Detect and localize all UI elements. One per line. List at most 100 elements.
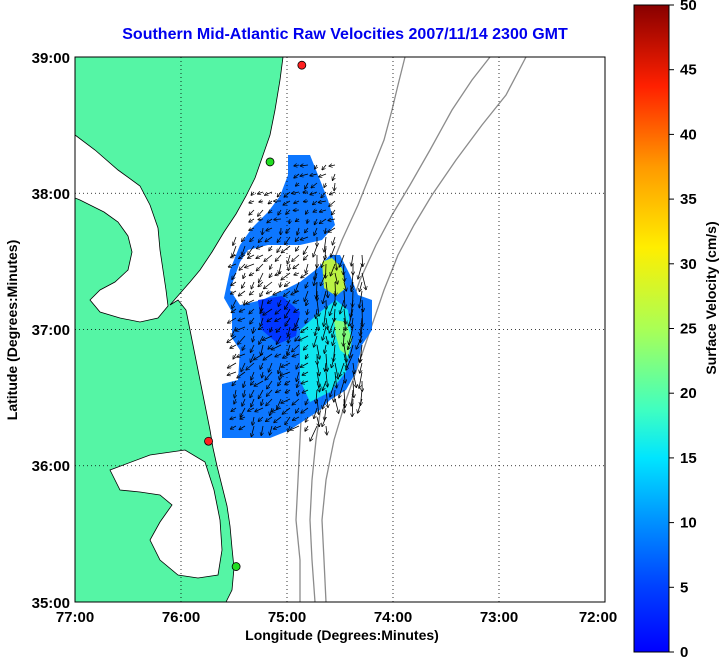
velocity-arrow xyxy=(296,245,300,251)
velocity-arrow xyxy=(331,353,336,367)
velocity-arrow xyxy=(289,218,290,223)
velocity-arrow xyxy=(316,281,317,298)
velocity-arrow xyxy=(267,389,273,396)
velocity-arrow xyxy=(294,308,300,312)
velocity-arrow xyxy=(243,380,245,387)
velocity-arrow xyxy=(229,263,237,267)
velocity-arrow xyxy=(291,290,300,295)
velocity-arrow xyxy=(313,210,318,212)
velocity-arrow xyxy=(249,201,255,203)
velocity-arrow xyxy=(304,245,309,254)
velocity-arrow xyxy=(321,254,327,267)
velocity-arrow xyxy=(344,281,346,291)
velocity-arrow xyxy=(306,353,308,359)
velocity-arrow xyxy=(253,326,254,333)
colorbar-tick-label: 25 xyxy=(680,321,697,338)
colorbar: 0 5 10 15 20 25 30 35 40 45 50 Surface Velocity (c… xyxy=(633,0,719,659)
velocity-arrow xyxy=(250,353,255,362)
velocity-arrow xyxy=(283,200,291,205)
velocity-arrow xyxy=(248,254,255,258)
velocity-arrow xyxy=(319,173,327,177)
map-title: Southern Mid-Atlantic Raw Velocities 200… xyxy=(122,26,568,43)
colorbar-label: Surface Velocity (cm/s) xyxy=(703,221,719,374)
velocity-arrow xyxy=(322,326,327,340)
x-tick-label: 73:00 xyxy=(480,609,518,626)
velocity-arrow xyxy=(296,371,300,381)
velocity-arrow xyxy=(261,299,263,311)
velocity-arrow xyxy=(240,309,246,312)
velocity-arrow xyxy=(270,263,272,269)
velocity-arrow xyxy=(242,245,246,255)
velocity-arrow xyxy=(339,362,345,376)
velocity-arrow xyxy=(260,308,263,313)
velocity-arrow xyxy=(258,219,264,220)
velocity-arrow xyxy=(266,228,273,231)
velocity-arrow xyxy=(227,371,237,375)
velocity-arrow xyxy=(231,308,237,313)
colorbar-gradient xyxy=(633,4,670,653)
velocity-patch xyxy=(258,296,300,344)
velocity-arrow xyxy=(316,299,319,316)
velocity-arrow xyxy=(270,425,273,435)
velocity-arrow xyxy=(296,407,300,413)
velocity-arrow xyxy=(228,317,237,323)
velocity-arrow xyxy=(317,317,318,330)
velocity-arrow xyxy=(320,210,327,212)
velocity-arrow xyxy=(245,263,255,267)
velocity-arrow xyxy=(285,281,291,286)
velocity-arrow xyxy=(239,425,246,429)
velocity-arrow xyxy=(294,273,300,275)
velocity-arrow xyxy=(269,272,272,277)
velocity-arrow xyxy=(315,218,317,224)
velocity-arrow xyxy=(324,407,326,420)
velocity-arrow xyxy=(255,407,264,412)
x-axis-label: Longitude (Degrees:Minutes) xyxy=(245,627,439,643)
velocity-arrow xyxy=(250,317,255,324)
velocity-arrow xyxy=(293,263,300,269)
velocity-arrow xyxy=(344,290,345,308)
velocity-arrow xyxy=(275,308,282,314)
velocity-arrow xyxy=(326,317,328,329)
velocity-arrow xyxy=(324,308,327,326)
velocity-arrow xyxy=(362,254,363,266)
velocity-arrow xyxy=(258,192,264,194)
radar-station-marker xyxy=(231,562,241,571)
y-tick-label: 36:00 xyxy=(32,458,70,475)
velocity-arrow xyxy=(322,398,327,409)
velocity-arrow xyxy=(315,164,317,169)
velocity-arrow xyxy=(324,344,326,353)
velocity-arrow xyxy=(315,326,317,335)
velocity-arrow xyxy=(262,371,263,378)
velocity-vectors xyxy=(227,165,366,441)
velocity-arrow xyxy=(262,227,263,234)
velocity-arrow xyxy=(285,236,291,244)
velocity-arrow xyxy=(326,281,328,297)
velocity-arrow xyxy=(301,407,309,413)
velocity-arrow xyxy=(359,290,363,308)
depth-contour xyxy=(321,57,527,602)
velocity-arrow xyxy=(231,426,237,429)
velocity-arrow xyxy=(360,317,362,335)
velocity-arrow xyxy=(285,390,291,393)
x-tick-label: 75:00 xyxy=(268,609,306,626)
velocity-arrow xyxy=(311,182,318,188)
velocity-arrow xyxy=(274,219,282,220)
velocity-arrow xyxy=(326,425,327,435)
velocity-arrow xyxy=(258,327,264,329)
velocity-arrow xyxy=(285,416,291,424)
velocity-arrow xyxy=(358,398,363,413)
velocity-arrow xyxy=(349,326,354,344)
velocity-arrow xyxy=(319,201,327,202)
velocity-arrow xyxy=(316,380,320,392)
velocity-arrow xyxy=(252,416,254,425)
velocity-arrow xyxy=(305,398,308,404)
velocity-arrow xyxy=(294,165,300,166)
velocity-arrow xyxy=(242,281,246,288)
velocity-arrow xyxy=(279,263,281,274)
velocity-arrow xyxy=(250,236,255,241)
velocity-arrow xyxy=(253,335,254,342)
velocity-arrow xyxy=(329,165,336,166)
velocity-arrow xyxy=(288,263,290,270)
velocity-arrow xyxy=(263,308,273,315)
